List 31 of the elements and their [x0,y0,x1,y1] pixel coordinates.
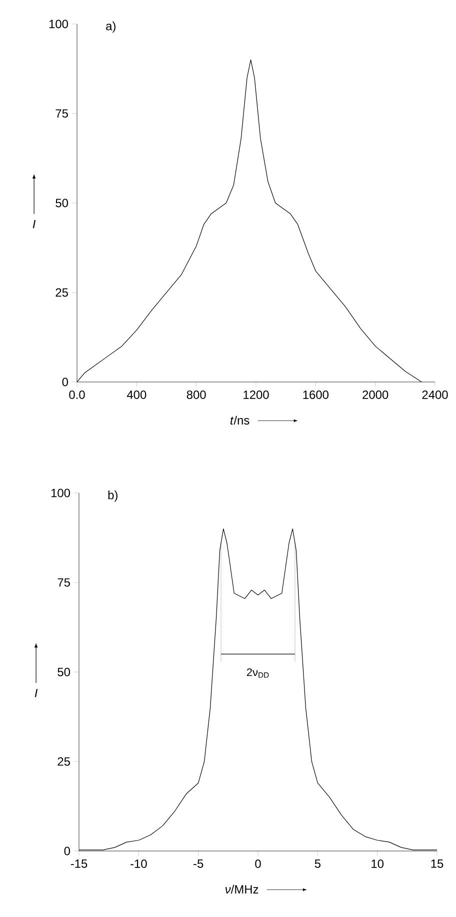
chart-title: a) [106,22,116,33]
x-tick-label: 400 [126,390,146,399]
x-tick-label: 800 [186,390,206,399]
y-tick-label: 75 [56,109,68,118]
y-tick-label: 50 [58,668,70,676]
y-tick-label: 25 [58,757,70,766]
y-tick-label: 75 [58,578,70,587]
x-tick-label: -5 [194,860,204,868]
y-tick-label: 100 [49,20,68,28]
y-axis-title: I [34,688,38,698]
x-tick-label: 2400 [422,390,448,399]
x-tick-label: 10 [372,860,384,868]
y-tick-label: 0 [64,846,70,856]
y-tick-label: 25 [56,288,68,297]
x-tick-label: 1200 [244,390,269,399]
x-tick-label: 15 [431,860,444,868]
y-tick-label: 0 [62,378,68,386]
x-tick-label: 0.0 [69,390,85,399]
x-axis-title: ν/MHz [225,884,258,894]
chart-title: b) [108,490,118,502]
x-tick-label: 5 [314,860,320,868]
x-tick-label: 2000 [362,390,388,399]
x-tick-label: 0 [255,860,261,868]
y-tick-label: 100 [51,488,70,498]
annotation: 2ν$_{DD}$ [246,668,269,678]
y-axis-title: I [32,220,36,228]
x-axis-title: t/ns [230,416,250,425]
x-tick-label: -10 [130,860,147,868]
x-tick-label: -15 [70,860,88,868]
y-tick-label: 50 [56,198,68,208]
x-tick-label: 1600 [303,390,328,399]
